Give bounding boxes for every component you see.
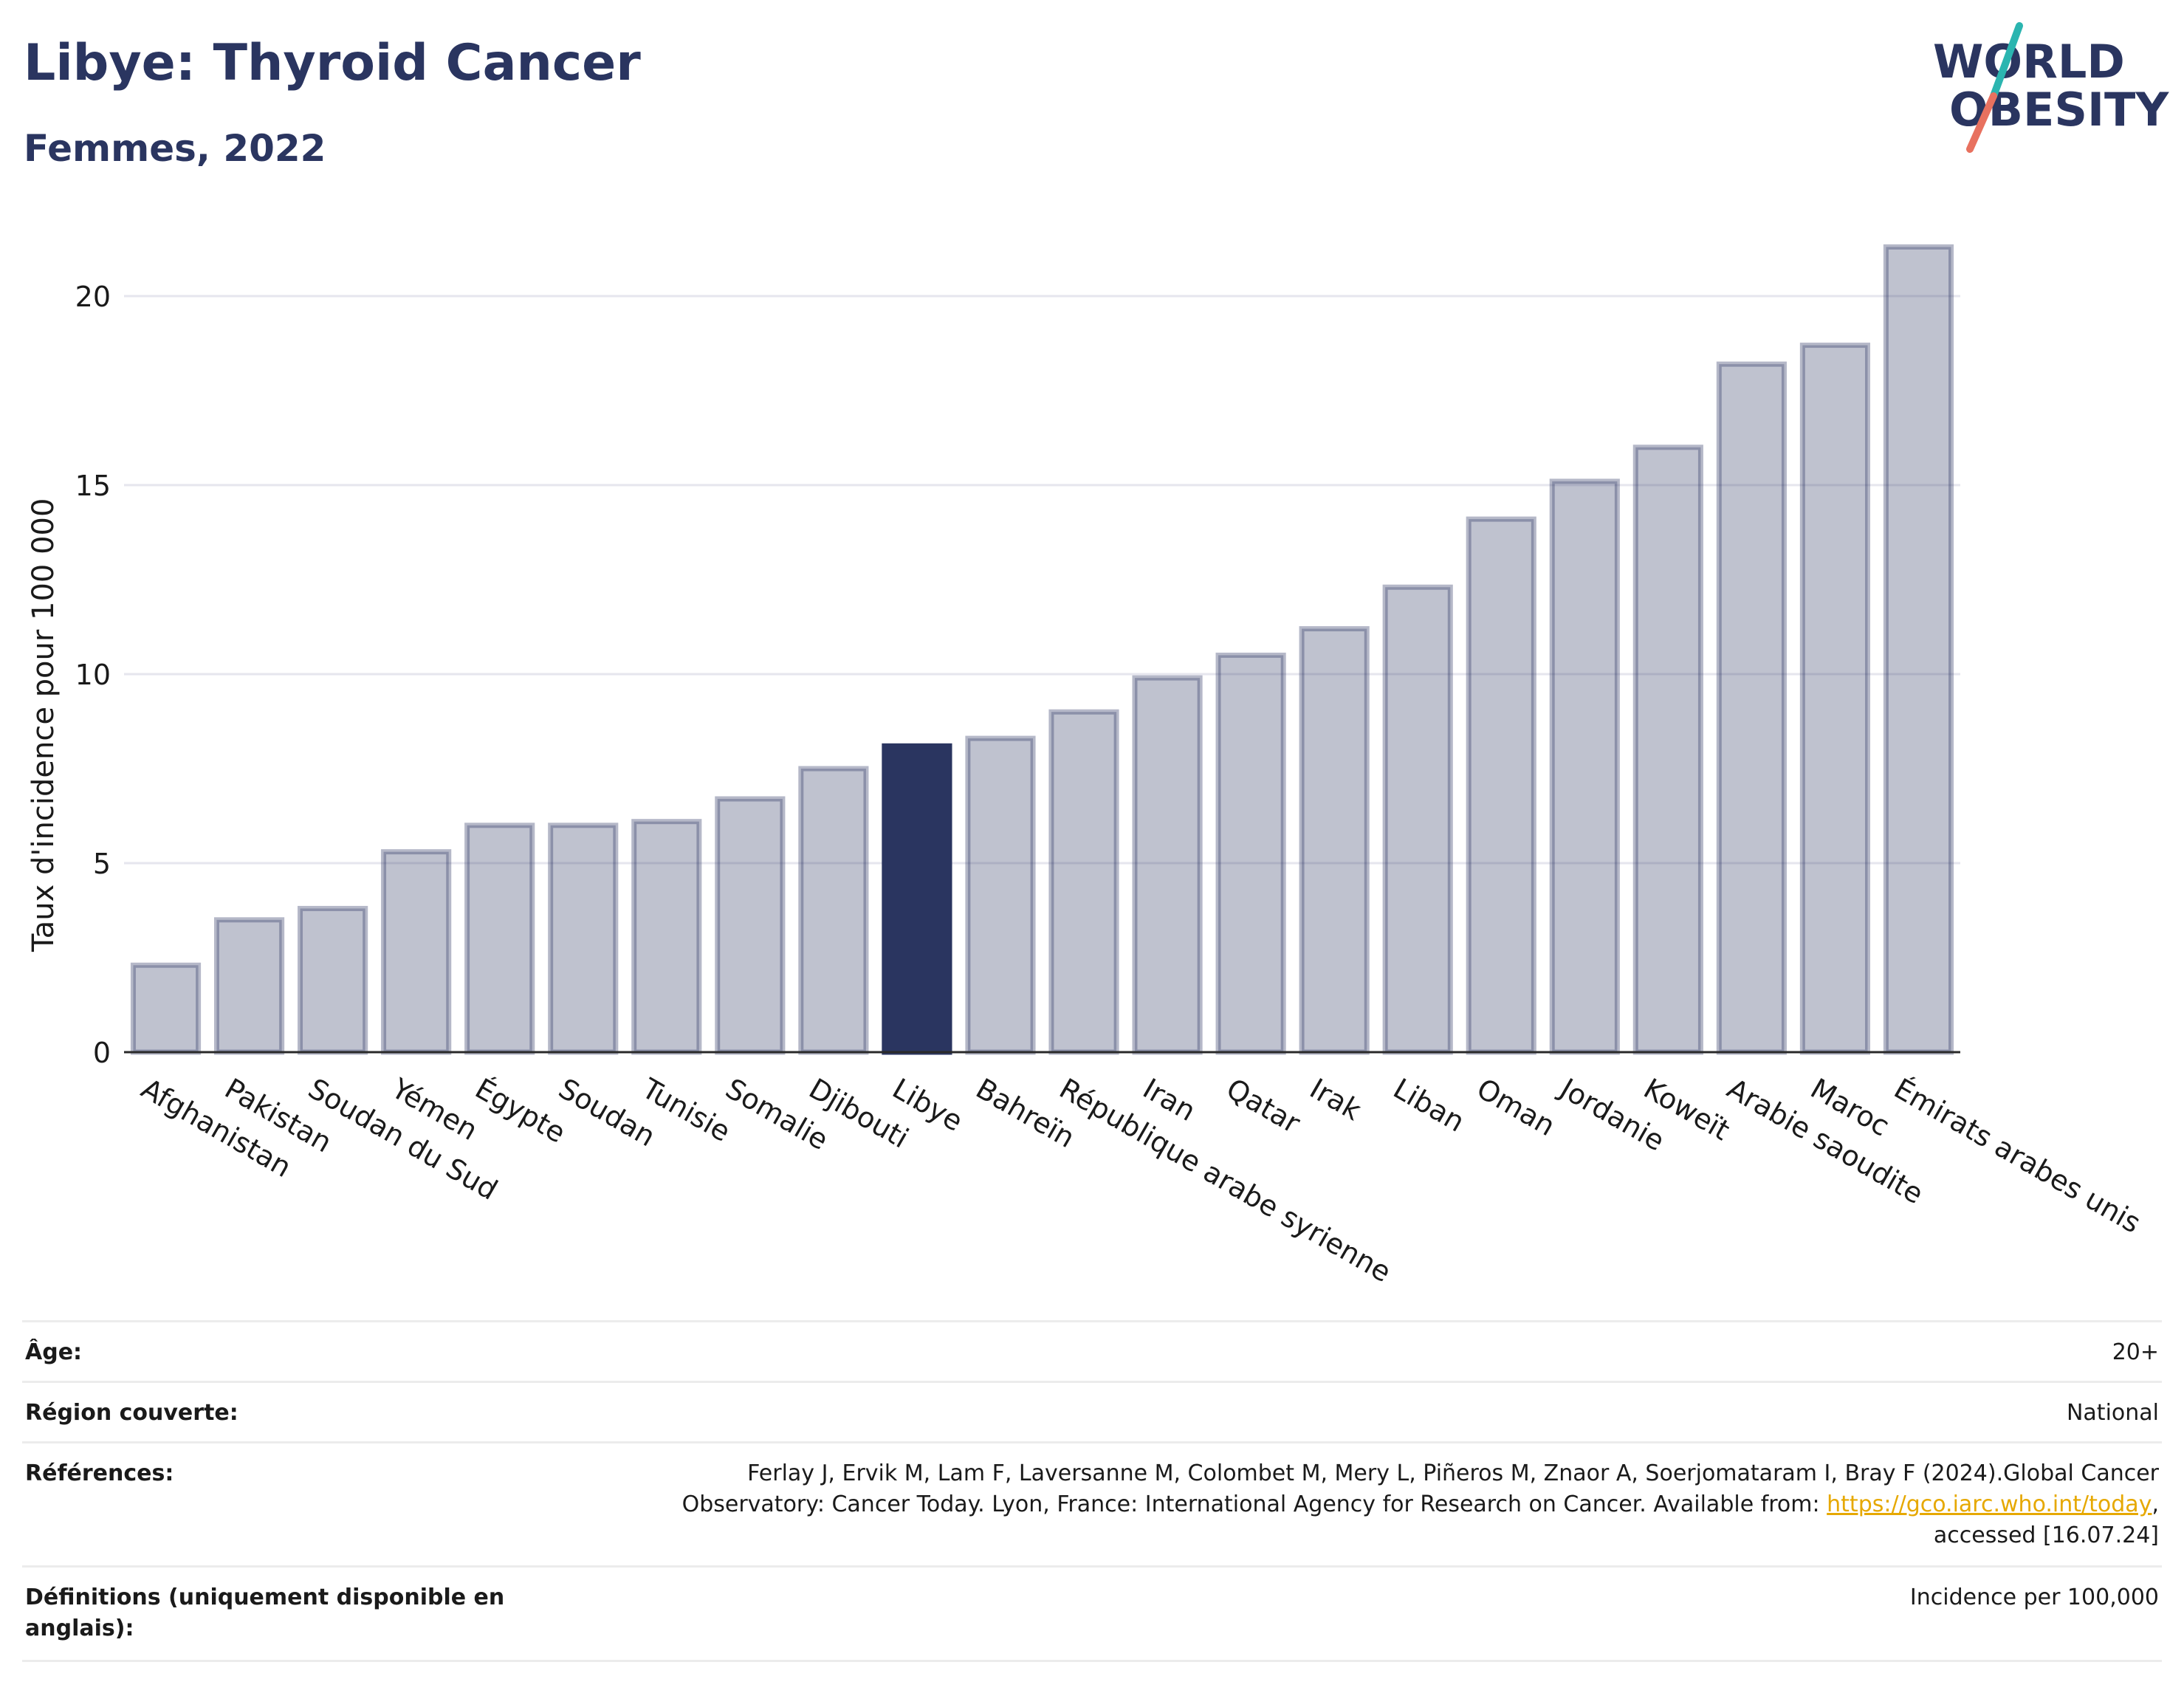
region-value: National — [530, 1381, 2162, 1443]
definitions-label-line-1: Définitions (uniquement disponible en — [25, 1585, 505, 1610]
meta-row-region: Région couverte: National — [22, 1381, 2162, 1443]
bar-10 — [965, 735, 1036, 1055]
logo-slash-teal — [1990, 22, 2023, 100]
references-text-4: accessed [16.07.24] — [1933, 1522, 2159, 1548]
age-label: Âge: — [22, 1320, 530, 1382]
metadata-table: Âge: 20+ Région couverte: National Référ… — [22, 1320, 2162, 1662]
bar-9 — [882, 743, 952, 1055]
y-tick-label: 20 — [75, 281, 111, 313]
logo-slash-coral — [1966, 92, 1997, 153]
references-label: Références: — [22, 1441, 530, 1567]
meta-row-references: Références: Ferlay J, Ervik M, Lam F, La… — [22, 1441, 2162, 1567]
bars — [130, 244, 1954, 1055]
bar-8 — [798, 766, 869, 1055]
bar-7 — [715, 796, 786, 1055]
x-tick-label: Irak — [1305, 1072, 1367, 1127]
references-link[interactable]: https://gco.iarc.who.int/today — [1827, 1491, 2152, 1517]
y-tick-label: 5 — [93, 848, 111, 880]
meta-row-age: Âge: 20+ — [22, 1320, 2162, 1382]
references-text-3: , — [2152, 1491, 2159, 1517]
x-tick-label: Qatar — [1221, 1072, 1306, 1140]
bar-18 — [1632, 444, 1703, 1055]
logo-word-world: WORLD — [1933, 35, 2125, 89]
definitions-label: Définitions (uniquement disponible en an… — [22, 1565, 530, 1662]
bar-14 — [1299, 626, 1370, 1055]
references-value: Ferlay J, Ervik M, Lam F, Laversanne M, … — [530, 1441, 2162, 1567]
x-tick-label: Émirats arabes unis — [1889, 1072, 2146, 1240]
references-text-2: Observatory: Cancer Today. Lyon, France:… — [681, 1491, 1827, 1517]
bar-16 — [1466, 516, 1536, 1055]
bar-4 — [464, 823, 535, 1055]
y-tick-label: 10 — [75, 659, 111, 691]
bar-19 — [1716, 361, 1787, 1055]
references-text-1: Ferlay J, Ervik M, Lam F, Laversanne M, … — [747, 1460, 2159, 1486]
bar-2 — [298, 905, 368, 1055]
bar-20 — [1799, 343, 1871, 1055]
grid-lines — [124, 295, 1960, 865]
bar-13 — [1215, 652, 1286, 1055]
x-tick-label: Oman — [1472, 1072, 1561, 1142]
definitions-label-line-2: anglais): — [25, 1616, 134, 1641]
definitions-value: Incidence per 100,000 — [530, 1565, 2162, 1662]
chart-subtitle: Femmes, 2022 — [24, 127, 326, 170]
bar-1 — [213, 917, 285, 1055]
y-tick-label: 0 — [93, 1037, 111, 1069]
bar-11 — [1048, 709, 1119, 1055]
bar-12 — [1132, 675, 1203, 1055]
bar-17 — [1549, 478, 1620, 1055]
bar-15 — [1382, 584, 1453, 1055]
x-tick-label: Soudan — [553, 1072, 661, 1153]
bar-5 — [548, 823, 619, 1055]
bar-21 — [1883, 244, 1954, 1055]
x-tick-label: Liban — [1388, 1072, 1470, 1139]
meta-row-definitions: Définitions (uniquement disponible en an… — [22, 1565, 2162, 1662]
region-label: Région couverte: — [22, 1381, 530, 1443]
bar-6 — [631, 819, 702, 1055]
y-axis-title: Taux d'incidence pour 100 000 — [27, 498, 61, 952]
age-value: 20+ — [530, 1320, 2162, 1382]
y-tick-label: 15 — [75, 470, 111, 502]
bar-3 — [381, 849, 452, 1055]
x-tick-label: Égypte — [470, 1072, 571, 1150]
world-obesity-logo: WORLD OBESITY — [1933, 22, 2169, 153]
y-tick-labels: 0 5 10 15 20 — [75, 281, 111, 1069]
chart-title: Libye: Thyroid Cancer — [24, 34, 641, 92]
bar-0 — [130, 962, 202, 1055]
